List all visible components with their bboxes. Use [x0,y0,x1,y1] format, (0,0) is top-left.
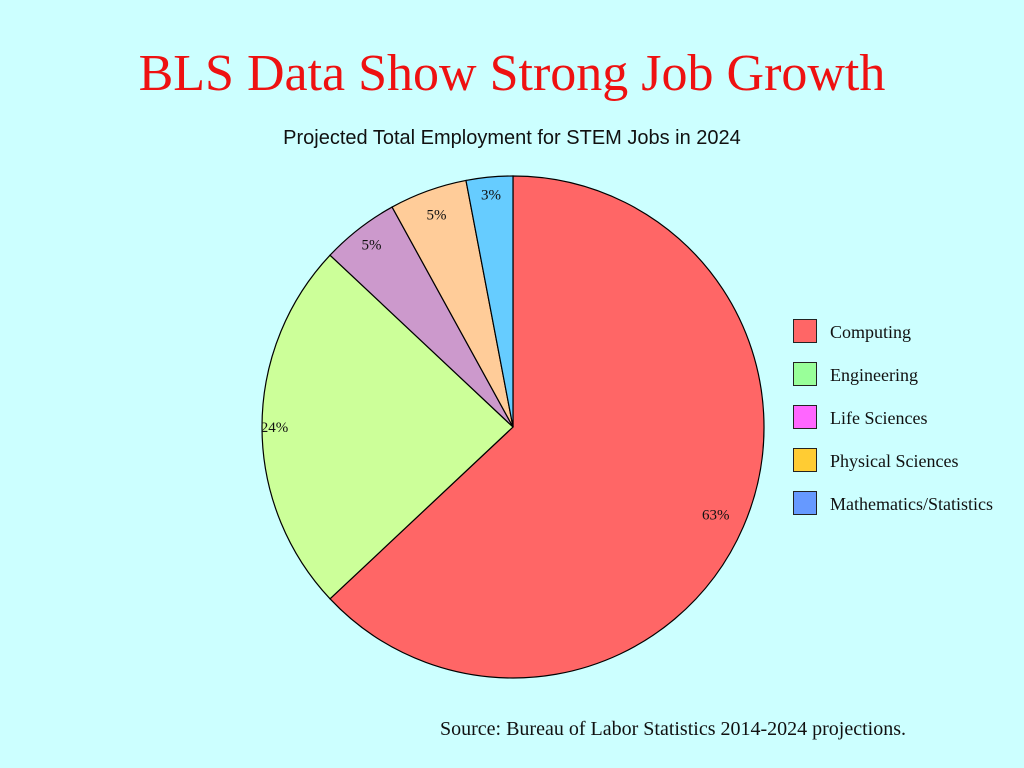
legend-item-physical-sciences: Physical Sciences [793,448,1018,491]
legend-label-computing: Computing [830,322,912,342]
legend-label-mathematics-statistics: Mathematics/Statistics [830,494,993,514]
slice-label-life-sciences: 5% [361,238,381,254]
legend-item-engineering: Engineering [793,362,1018,405]
legend-swatch-engineering [793,362,817,386]
legend-swatch-mathematics-statistics [793,491,817,515]
legend-item-life-sciences: Life Sciences [793,405,1018,448]
pie-slice-mathematics-statistics [465,175,514,428]
legend-item-computing: Computing [793,319,1018,362]
slide-title: BLS Data Show Strong Job Growth [138,45,886,102]
legend-swatch-computing [793,319,817,343]
slice-label-engineering: 24% [261,420,289,436]
legend-swatch-life-sciences [793,405,817,429]
slice-label-computing: 63% [702,508,730,524]
legend-label-engineering: Engineering [830,365,918,385]
chart-title: Projected Total Employment for STEM Jobs… [283,127,741,149]
slice-label-mathematics-statistics: 3% [481,188,501,204]
chart-legend: Computing Engineering Life Sciences Phys… [793,319,1018,534]
slice-label-physical-sciences: 5% [426,207,446,223]
pie-slice-engineering [261,254,514,600]
legend-label-physical-sciences: Physical Sciences [830,451,959,471]
source-note: Source: Bureau of Labor Statistics 2014-… [440,718,907,740]
pie-slice-computing [329,175,765,679]
legend-label-life-sciences: Life Sciences [830,408,928,428]
legend-item-mathematics-statistics: Mathematics/Statistics [793,491,1018,534]
legend-swatch-physical-sciences [793,448,817,472]
